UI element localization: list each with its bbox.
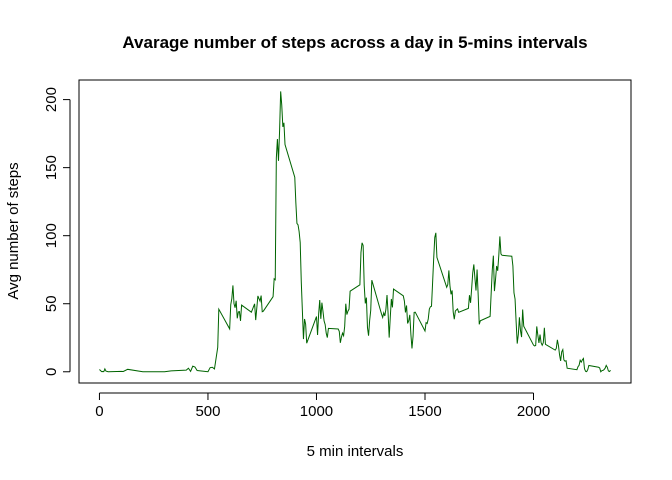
y-tick-label: 150 — [43, 155, 60, 180]
y-tick-label: 50 — [43, 295, 60, 312]
y-axis-label: Avg number of steps — [5, 162, 22, 299]
x-tick-label: 1000 — [300, 403, 333, 420]
y-tick-label: 200 — [43, 87, 60, 112]
x-axis-label: 5 min intervals — [307, 443, 404, 460]
y-tick-label: 100 — [43, 223, 60, 248]
x-tick-label: 1500 — [408, 403, 441, 420]
y-tick-label: 0 — [43, 368, 60, 376]
plot-box — [78, 79, 632, 384]
x-tick-label: 2000 — [517, 403, 550, 420]
x-tick-label: 0 — [95, 403, 103, 420]
data-line — [99, 91, 611, 373]
chart-title: Avarage number of steps across a day in … — [122, 33, 587, 52]
x-tick-label: 500 — [195, 403, 220, 420]
